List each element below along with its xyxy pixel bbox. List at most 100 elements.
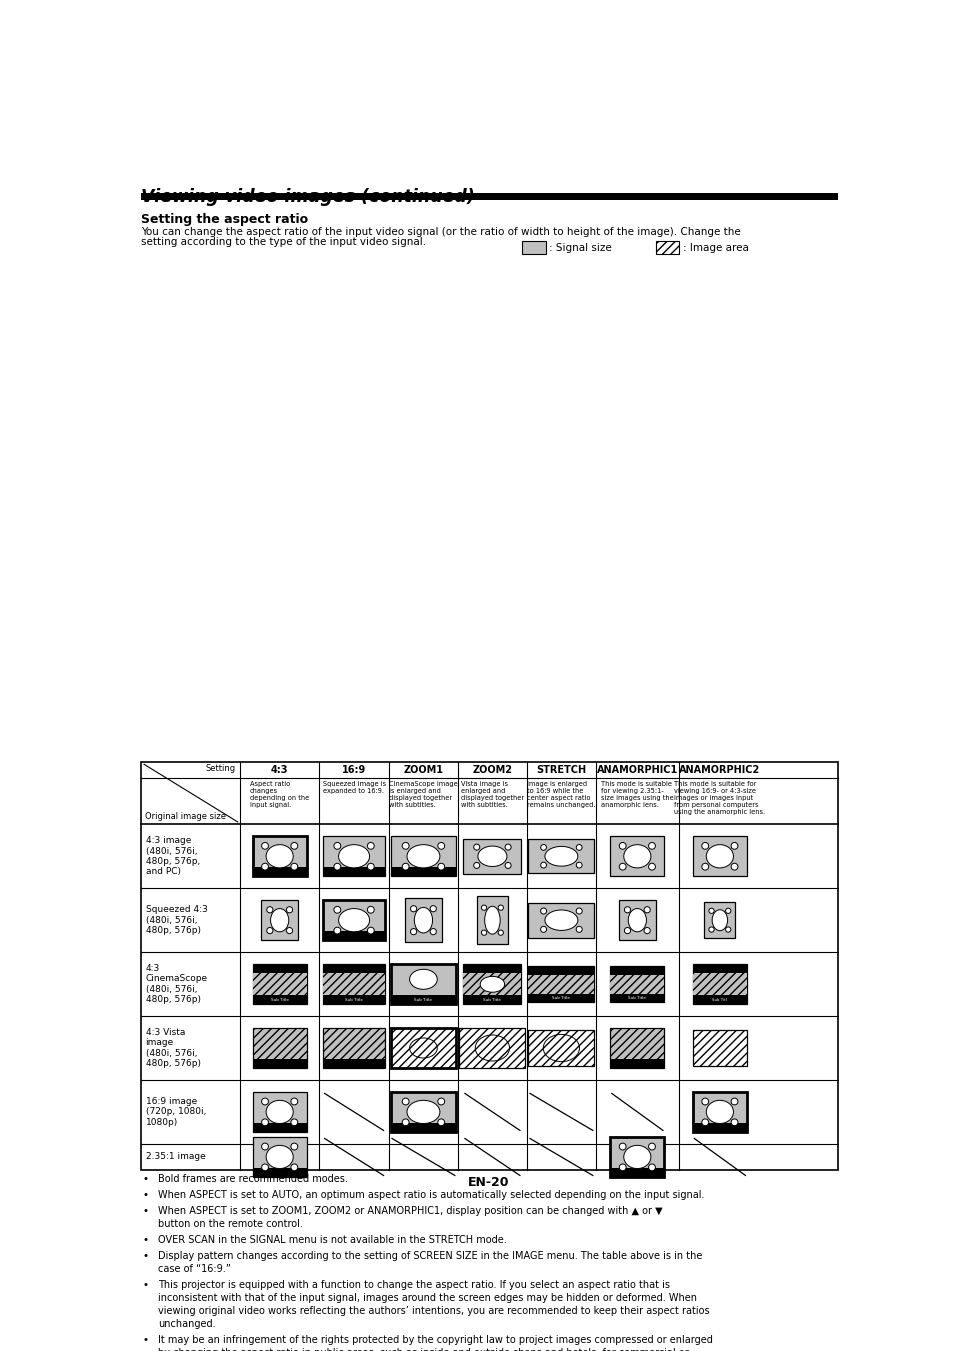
- Ellipse shape: [402, 1119, 409, 1125]
- Bar: [261, 900, 297, 940]
- Ellipse shape: [576, 844, 581, 850]
- Bar: [463, 996, 521, 1004]
- Ellipse shape: [271, 909, 289, 932]
- Bar: [528, 974, 594, 994]
- Bar: [390, 965, 456, 1004]
- Bar: [323, 867, 385, 877]
- Text: •: •: [142, 1251, 149, 1260]
- Bar: [323, 965, 385, 1004]
- Ellipse shape: [576, 908, 581, 915]
- Text: Original image size: Original image size: [145, 812, 226, 821]
- Ellipse shape: [261, 863, 268, 870]
- Bar: [463, 973, 521, 996]
- Ellipse shape: [618, 1143, 625, 1150]
- Ellipse shape: [367, 907, 374, 913]
- Bar: [323, 973, 385, 996]
- Ellipse shape: [701, 1119, 708, 1125]
- Text: You can change the aspect ratio of the input video signal (or the ratio of width: You can change the aspect ratio of the i…: [141, 227, 740, 236]
- Text: viewing original video works reflecting the authors’ intentions, you are recomme: viewing original video works reflecting …: [158, 1305, 709, 1316]
- Bar: [610, 994, 664, 1001]
- Ellipse shape: [504, 844, 511, 850]
- Bar: [390, 1092, 456, 1132]
- Text: 2.35:1 image: 2.35:1 image: [146, 1152, 205, 1162]
- Ellipse shape: [648, 1143, 655, 1150]
- Ellipse shape: [730, 863, 738, 870]
- Ellipse shape: [407, 1100, 439, 1124]
- Ellipse shape: [474, 862, 479, 869]
- Ellipse shape: [481, 929, 486, 935]
- Bar: [253, 973, 307, 996]
- Bar: [390, 836, 456, 877]
- Text: ZOOM1: ZOOM1: [403, 765, 443, 775]
- Bar: [323, 900, 385, 940]
- Ellipse shape: [725, 908, 730, 913]
- Bar: [323, 931, 385, 940]
- Bar: [610, 1138, 664, 1177]
- Bar: [692, 1031, 746, 1066]
- Bar: [528, 1031, 594, 1066]
- Ellipse shape: [266, 1100, 293, 1124]
- Text: Sub Title: Sub Title: [552, 996, 570, 1000]
- Bar: [655, 240, 679, 254]
- Ellipse shape: [484, 907, 499, 934]
- Bar: [253, 973, 307, 996]
- Ellipse shape: [481, 905, 486, 911]
- Text: Sub Title: Sub Title: [345, 997, 363, 1001]
- Ellipse shape: [648, 1165, 655, 1171]
- Ellipse shape: [477, 846, 506, 866]
- Bar: [610, 1169, 664, 1177]
- Bar: [618, 900, 655, 940]
- Ellipse shape: [576, 927, 581, 932]
- Ellipse shape: [623, 1146, 650, 1169]
- Text: Sub Titl: Sub Titl: [712, 997, 726, 1001]
- Text: OVER SCAN in the SIGNAL menu is not available in the STRETCH mode.: OVER SCAN in the SIGNAL menu is not avai…: [158, 1235, 506, 1244]
- Bar: [323, 836, 385, 877]
- Text: When ASPECT is set to ZOOM1, ZOOM2 or ANAMORPHIC1, display position can be chang: When ASPECT is set to ZOOM1, ZOOM2 or AN…: [158, 1206, 662, 1216]
- Text: button on the remote control.: button on the remote control.: [158, 1219, 302, 1229]
- Ellipse shape: [730, 843, 738, 850]
- Text: This mode is suitable
for viewing 2.35:1-
size images using the
anamorphic lens.: This mode is suitable for viewing 2.35:1…: [600, 781, 673, 808]
- Text: Image is enlarged
to 16:9 while the
center aspect ratio
remains unchanged.: Image is enlarged to 16:9 while the cent…: [527, 781, 595, 808]
- Text: When ASPECT is set to AUTO, an optimum aspect ratio is automatically selected de: When ASPECT is set to AUTO, an optimum a…: [158, 1190, 703, 1200]
- Bar: [253, 1123, 307, 1132]
- Text: 4:3 image
(480i, 576i,
480p, 576p,
and PC): 4:3 image (480i, 576i, 480p, 576p, and P…: [146, 836, 199, 877]
- Ellipse shape: [334, 863, 340, 870]
- Text: 4:3 Vista
image
(480i, 576i,
480p, 576p): 4:3 Vista image (480i, 576i, 480p, 576p): [146, 1028, 200, 1069]
- Bar: [528, 902, 594, 938]
- Ellipse shape: [701, 863, 708, 870]
- Bar: [692, 1031, 746, 1066]
- Text: ANAMORPHIC1: ANAMORPHIC1: [596, 765, 678, 775]
- Ellipse shape: [402, 843, 409, 850]
- Ellipse shape: [730, 1098, 738, 1105]
- Ellipse shape: [479, 977, 504, 992]
- Ellipse shape: [261, 843, 268, 850]
- Ellipse shape: [705, 844, 733, 867]
- Bar: [459, 1028, 525, 1069]
- Bar: [692, 973, 746, 996]
- Bar: [610, 974, 664, 994]
- Ellipse shape: [497, 929, 503, 935]
- Ellipse shape: [437, 1098, 444, 1105]
- Bar: [610, 836, 664, 877]
- Bar: [692, 973, 746, 996]
- Bar: [253, 867, 307, 877]
- Ellipse shape: [624, 928, 630, 934]
- Ellipse shape: [266, 1146, 293, 1169]
- Ellipse shape: [648, 843, 655, 850]
- Text: •: •: [142, 1190, 149, 1200]
- Text: Display pattern changes according to the setting of SCREEN SIZE in the IMAGE men: Display pattern changes according to the…: [158, 1251, 701, 1260]
- Ellipse shape: [708, 908, 714, 913]
- Bar: [610, 1028, 664, 1069]
- Bar: [253, 1092, 307, 1132]
- Bar: [610, 974, 664, 994]
- Ellipse shape: [407, 844, 439, 867]
- Bar: [253, 996, 307, 1004]
- Text: : Image area: : Image area: [682, 243, 748, 253]
- Ellipse shape: [338, 909, 369, 932]
- Bar: [323, 1028, 385, 1069]
- Ellipse shape: [540, 844, 546, 850]
- Ellipse shape: [261, 1098, 268, 1105]
- Text: Squeezed image is
expanded to 16:9.: Squeezed image is expanded to 16:9.: [322, 781, 385, 794]
- Bar: [692, 1123, 746, 1132]
- Ellipse shape: [437, 1119, 444, 1125]
